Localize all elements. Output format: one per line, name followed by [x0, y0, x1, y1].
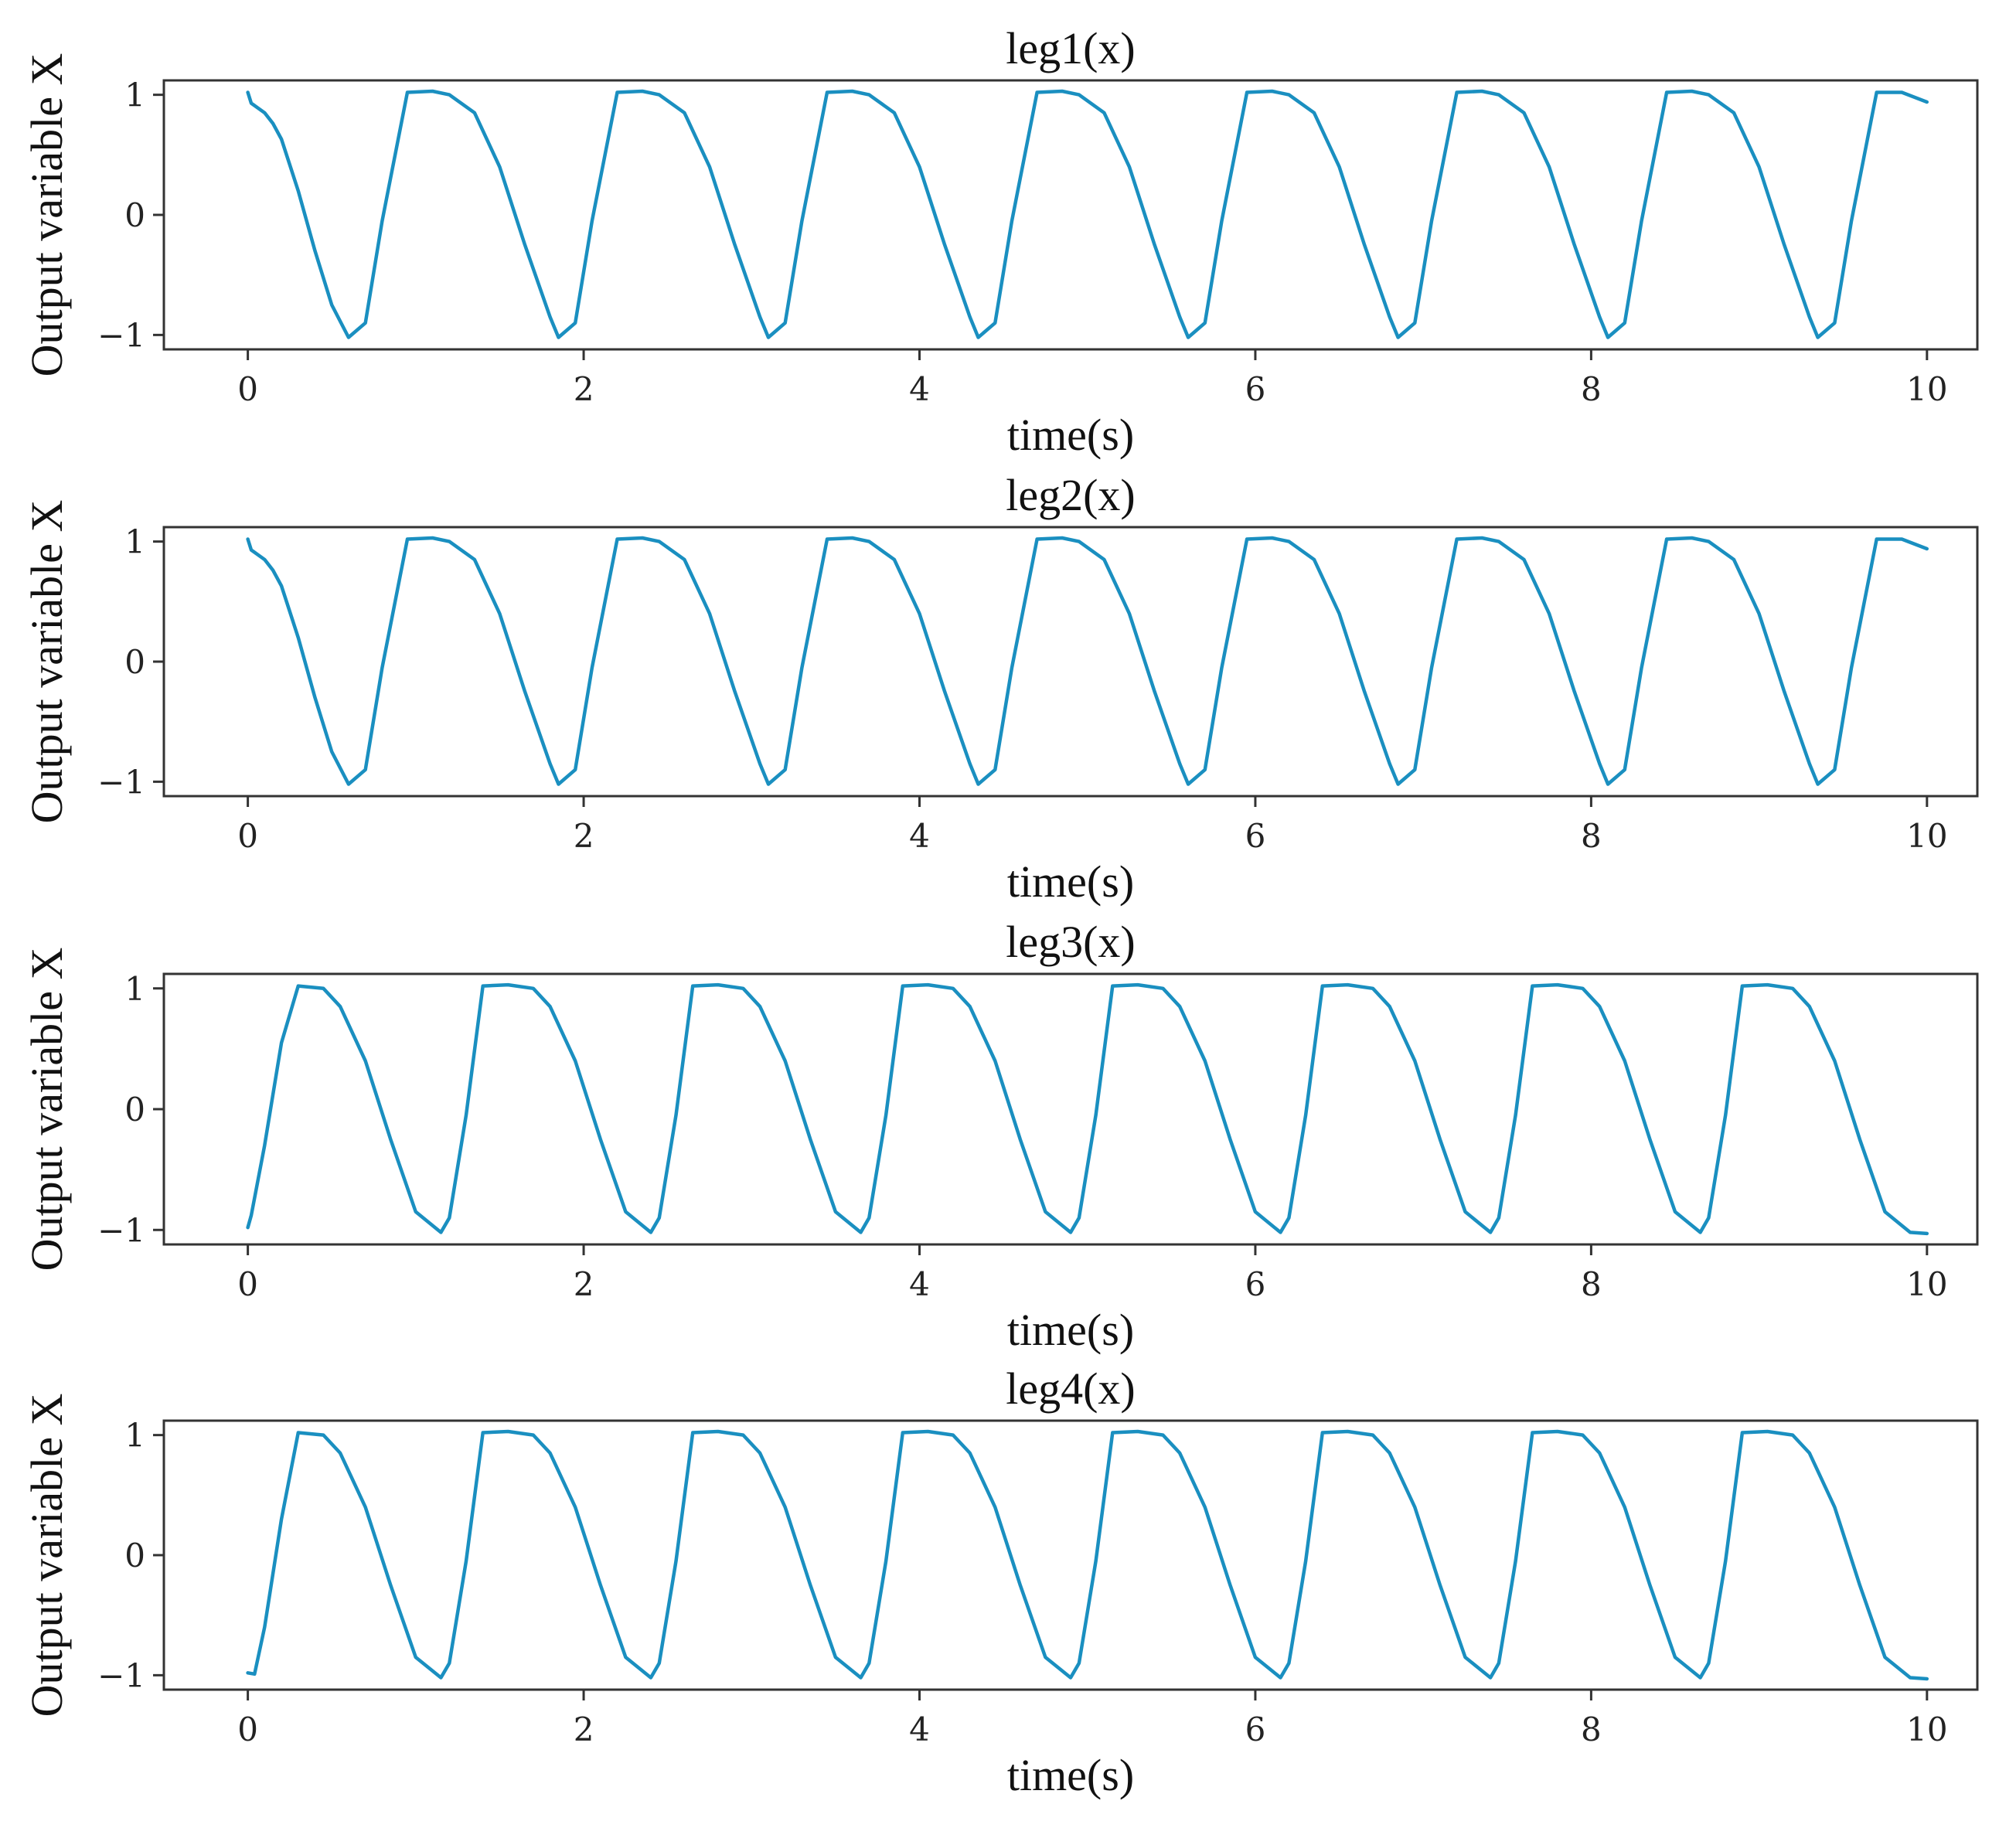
x-axis-label: time(s)	[1007, 1305, 1134, 1355]
x-tick-label: 0	[237, 817, 258, 855]
y-tick-label: −1	[97, 763, 145, 801]
x-tick-label: 10	[1906, 1711, 1947, 1748]
plot-frame	[162, 79, 1979, 351]
x-tick-label: 10	[1906, 1265, 1947, 1303]
x-tick-label: 10	[1906, 370, 1947, 408]
y-tick-label: 1	[124, 1417, 145, 1455]
series-line-1	[246, 1429, 1929, 1681]
x-tick-label: 8	[1581, 370, 1602, 408]
x-axis-label: time(s)	[1007, 1750, 1134, 1800]
plot-frame	[162, 526, 1979, 798]
plot-frame	[162, 972, 1979, 1246]
x-tick-label: 8	[1581, 817, 1602, 855]
x-tick-label: 6	[1245, 370, 1266, 408]
x-axis-label: time(s)	[1007, 856, 1134, 907]
y-tick-label: 0	[124, 643, 145, 681]
x-tick-label: 2	[574, 1711, 594, 1748]
subplot-title: leg4(x)	[1006, 1363, 1136, 1414]
y-tick-label: 1	[124, 970, 145, 1008]
y-axis-label: Output variable X	[22, 53, 72, 377]
plot-frame	[162, 1419, 1979, 1691]
x-tick-label: 0	[237, 1711, 258, 1748]
subplot-title: leg2(x)	[1006, 470, 1136, 520]
x-tick-label: 4	[909, 1265, 930, 1303]
y-tick-label: 0	[124, 1091, 145, 1128]
series-line-1	[246, 536, 1929, 786]
x-tick-label: 6	[1245, 817, 1266, 855]
x-tick-label: 4	[909, 817, 930, 855]
y-tick-label: 1	[124, 523, 145, 561]
x-tick-label: 0	[237, 1265, 258, 1303]
y-tick-label: 0	[124, 196, 145, 234]
x-tick-label: 4	[909, 1711, 930, 1748]
subplot-title: leg3(x)	[1006, 917, 1136, 967]
x-tick-label: 2	[574, 817, 594, 855]
x-tick-label: 8	[1581, 1265, 1602, 1303]
series-line-1	[246, 982, 1929, 1236]
y-tick-label: −1	[97, 316, 145, 354]
x-tick-label: 2	[574, 1265, 594, 1303]
x-tick-label: 6	[1245, 1265, 1266, 1303]
x-axis-label: time(s)	[1007, 410, 1134, 460]
x-tick-label: 8	[1581, 1711, 1602, 1748]
x-tick-label: 4	[909, 370, 930, 408]
series-line-1	[246, 89, 1929, 339]
x-tick-label: 0	[237, 370, 258, 408]
y-axis-label: Output variable X	[22, 1394, 72, 1717]
x-tick-label: 10	[1906, 817, 1947, 855]
y-axis-label: Output variable X	[22, 948, 72, 1271]
y-tick-label: −1	[97, 1211, 145, 1249]
y-tick-label: 0	[124, 1537, 145, 1574]
x-tick-label: 6	[1245, 1711, 1266, 1748]
y-tick-label: −1	[97, 1656, 145, 1694]
y-tick-label: 1	[124, 77, 145, 114]
y-axis-label: Output variable X	[22, 500, 72, 824]
x-tick-label: 2	[574, 370, 594, 408]
subplot-title: leg1(x)	[1006, 23, 1136, 73]
